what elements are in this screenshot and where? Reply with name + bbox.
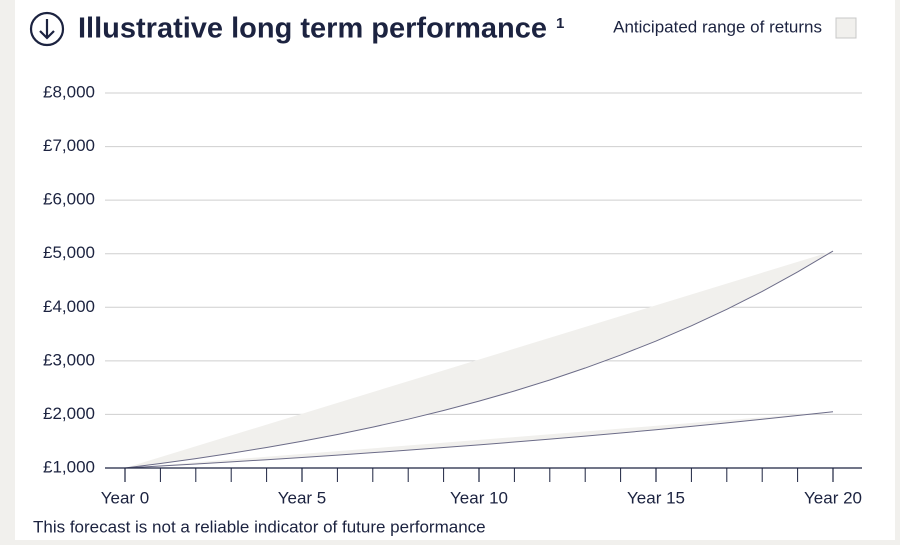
upper-line <box>124 250 834 469</box>
y-tick-label: £8,000 <box>43 82 95 101</box>
y-tick-label: £4,000 <box>43 297 95 316</box>
range-area <box>125 251 833 468</box>
footnote: This forecast is not a reliable indicato… <box>33 517 486 536</box>
x-tick-label: Year 5 <box>278 488 327 507</box>
lower-line <box>124 411 834 469</box>
title-footnote: 1 <box>556 15 564 32</box>
y-tick-label: £1,000 <box>43 457 95 476</box>
legend-swatch <box>835 17 857 39</box>
x-tick-label: Year 10 <box>450 488 508 507</box>
y-tick-label: £6,000 <box>43 190 95 209</box>
down-icon <box>29 11 65 47</box>
chart-title: Illustrative long term performance <box>78 13 547 45</box>
x-tick-label: Year 15 <box>627 488 685 507</box>
y-tick-label: £3,000 <box>43 350 95 369</box>
legend-label: Anticipated range of returns <box>613 17 822 36</box>
y-tick-label: £2,000 <box>43 404 95 423</box>
x-tick-label: Year 20 <box>804 488 862 507</box>
y-tick-label: £5,000 <box>43 243 95 262</box>
y-tick-label: £7,000 <box>43 136 95 155</box>
x-tick-label: Year 0 <box>101 488 150 507</box>
panel <box>15 0 895 540</box>
